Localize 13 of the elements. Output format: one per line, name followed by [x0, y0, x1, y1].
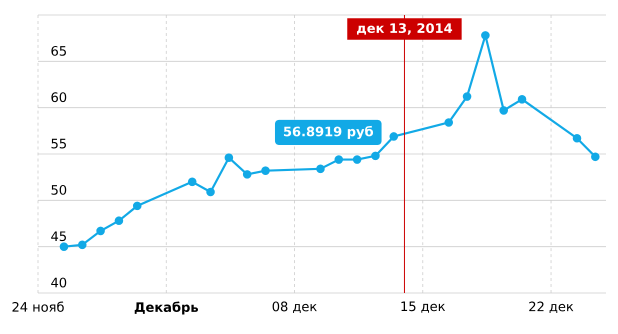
y-tick-label: 40	[51, 278, 66, 288]
y-tick-label: 55	[52, 138, 66, 148]
y-tick-label: 45	[51, 231, 66, 242]
x-tick-label: 15 дек	[401, 302, 446, 313]
y-tick-label: 60	[51, 92, 66, 102]
x-tick-label: 22 дек	[529, 302, 574, 313]
ref-line-label: дек 13, 2014	[356, 23, 452, 35]
x-tick-label: 08 дек	[272, 302, 317, 313]
x-tick-label: 24 нояб	[12, 302, 64, 312]
x-tick-label: Декабрь	[134, 302, 198, 315]
annotation: 56.8919 руб	[284, 126, 374, 140]
y-tick-label: 50	[52, 184, 66, 195]
y-tick-label: 65	[51, 46, 66, 56]
